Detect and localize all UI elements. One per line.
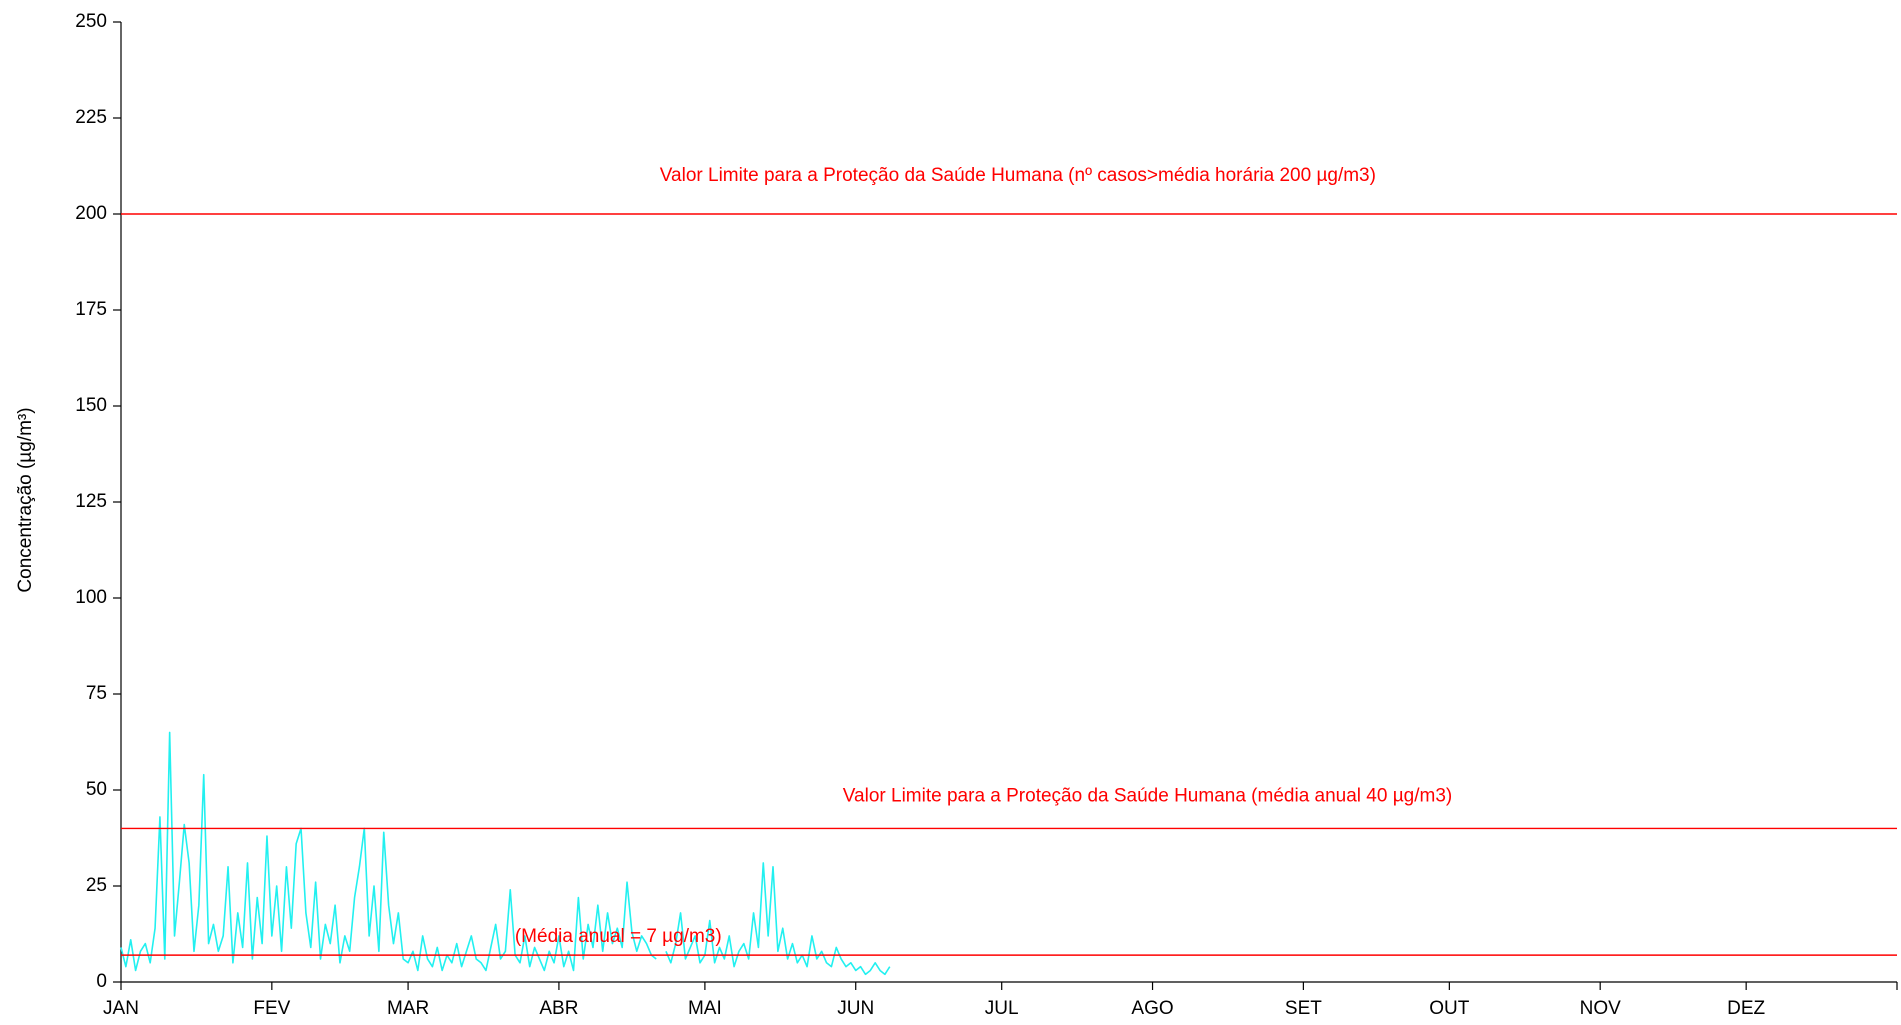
y-tick-label: 150: [75, 395, 107, 416]
y-tick-label: 250: [75, 11, 107, 32]
x-tick-label: NOV: [1580, 998, 1622, 1019]
x-tick-label: AGO: [1131, 998, 1173, 1019]
y-tick-label: 75: [86, 683, 107, 704]
y-tick-label: 0: [96, 971, 107, 992]
y-tick-label: 225: [75, 107, 107, 128]
x-tick-label: SET: [1285, 998, 1322, 1019]
x-tick-label: MAI: [688, 998, 722, 1019]
x-tick-label: ABR: [539, 998, 578, 1019]
x-tick-label: MAR: [387, 998, 429, 1019]
reference-label: Valor Limite para a Proteção da Saúde Hu…: [660, 165, 1376, 186]
x-tick-label: FEV: [253, 998, 290, 1019]
y-tick-label: 125: [75, 491, 107, 512]
reference-label: Valor Limite para a Proteção da Saúde Hu…: [843, 785, 1452, 806]
x-tick-label: JAN: [103, 998, 139, 1019]
y-tick-label: 200: [75, 203, 107, 224]
y-tick-label: 50: [86, 779, 107, 800]
y-tick-label: 175: [75, 299, 107, 320]
x-tick-label: JUL: [985, 998, 1019, 1019]
x-tick-label: JUN: [837, 998, 874, 1019]
x-tick-label: OUT: [1429, 998, 1470, 1019]
data-line: [120, 731, 891, 976]
y-axis-label: Concentração (µg/m³): [15, 407, 36, 592]
y-tick-label: 100: [75, 587, 107, 608]
reference-label: (Média anual = 7 µg/m3): [515, 926, 722, 947]
x-tick-label: DEZ: [1727, 998, 1765, 1019]
y-tick-label: 25: [86, 875, 107, 896]
